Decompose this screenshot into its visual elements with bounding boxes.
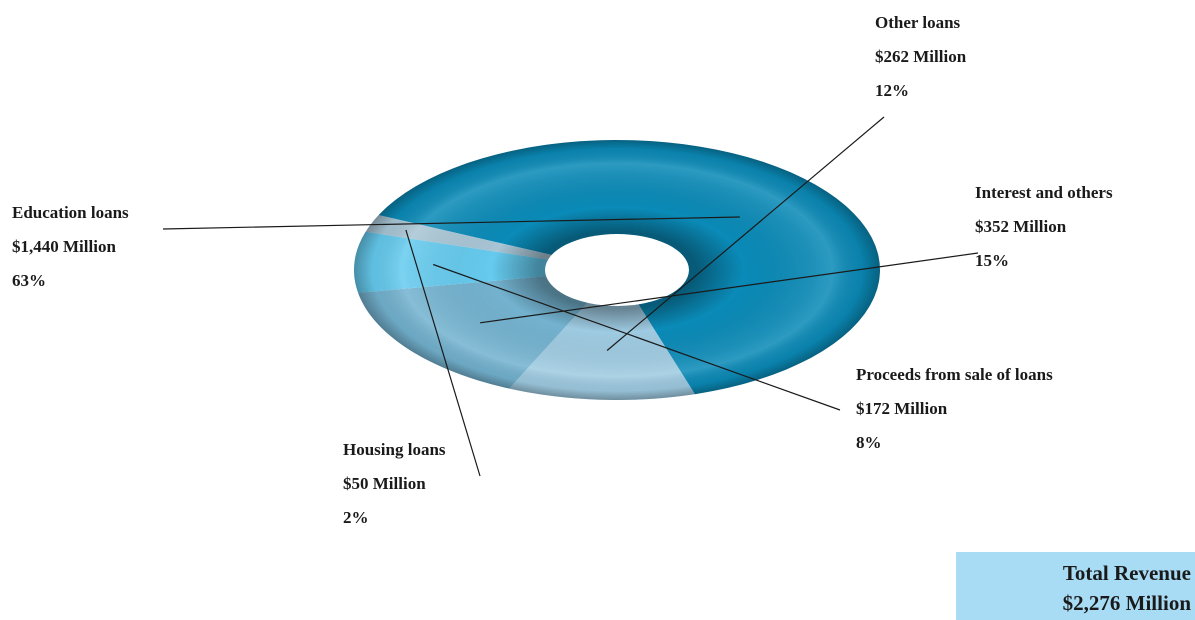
- total-revenue-label: Total Revenue: [1062, 561, 1191, 585]
- percent-label: 8%: [856, 433, 882, 452]
- leader-line-education-loans: [162, 216, 740, 230]
- amount-label: $172 Million: [856, 399, 948, 418]
- label-education-loans: Education loans $1,440 Million 63%: [12, 196, 129, 298]
- percent-label: 63%: [12, 271, 46, 290]
- label-other-loans: Other loans $262 Million 12%: [875, 6, 966, 108]
- total-revenue-box: Total Revenue $2,276 Million: [956, 552, 1195, 620]
- label-interest-and-others: Interest and others $352 Million 15%: [975, 176, 1113, 278]
- category-label: Interest and others: [975, 183, 1113, 202]
- percent-label: 12%: [875, 81, 909, 100]
- amount-label: $352 Million: [975, 217, 1067, 236]
- donut-shading: [354, 140, 880, 400]
- amount-label: $50 Million: [343, 474, 426, 493]
- category-label: Housing loans: [343, 440, 446, 459]
- leader-line-proceeds-from-sale-of-loans: [432, 263, 841, 411]
- category-label: Education loans: [12, 203, 129, 222]
- label-housing-loans: Housing loans $50 Million 2%: [343, 433, 446, 535]
- percent-label: 2%: [343, 508, 369, 527]
- amount-label: $262 Million: [875, 47, 967, 66]
- percent-label: 15%: [975, 251, 1009, 270]
- category-label: Other loans: [875, 13, 961, 32]
- label-proceeds-from-sale-of-loans: Proceeds from sale of loans $172 Million…: [856, 358, 1053, 460]
- total-revenue-amount: $2,276 Million: [1062, 591, 1191, 615]
- category-label: Proceeds from sale of loans: [856, 365, 1053, 384]
- amount-label: $1,440 Million: [12, 237, 116, 256]
- leader-line-housing-loans: [405, 229, 481, 477]
- leader-line-other-loans: [606, 116, 885, 351]
